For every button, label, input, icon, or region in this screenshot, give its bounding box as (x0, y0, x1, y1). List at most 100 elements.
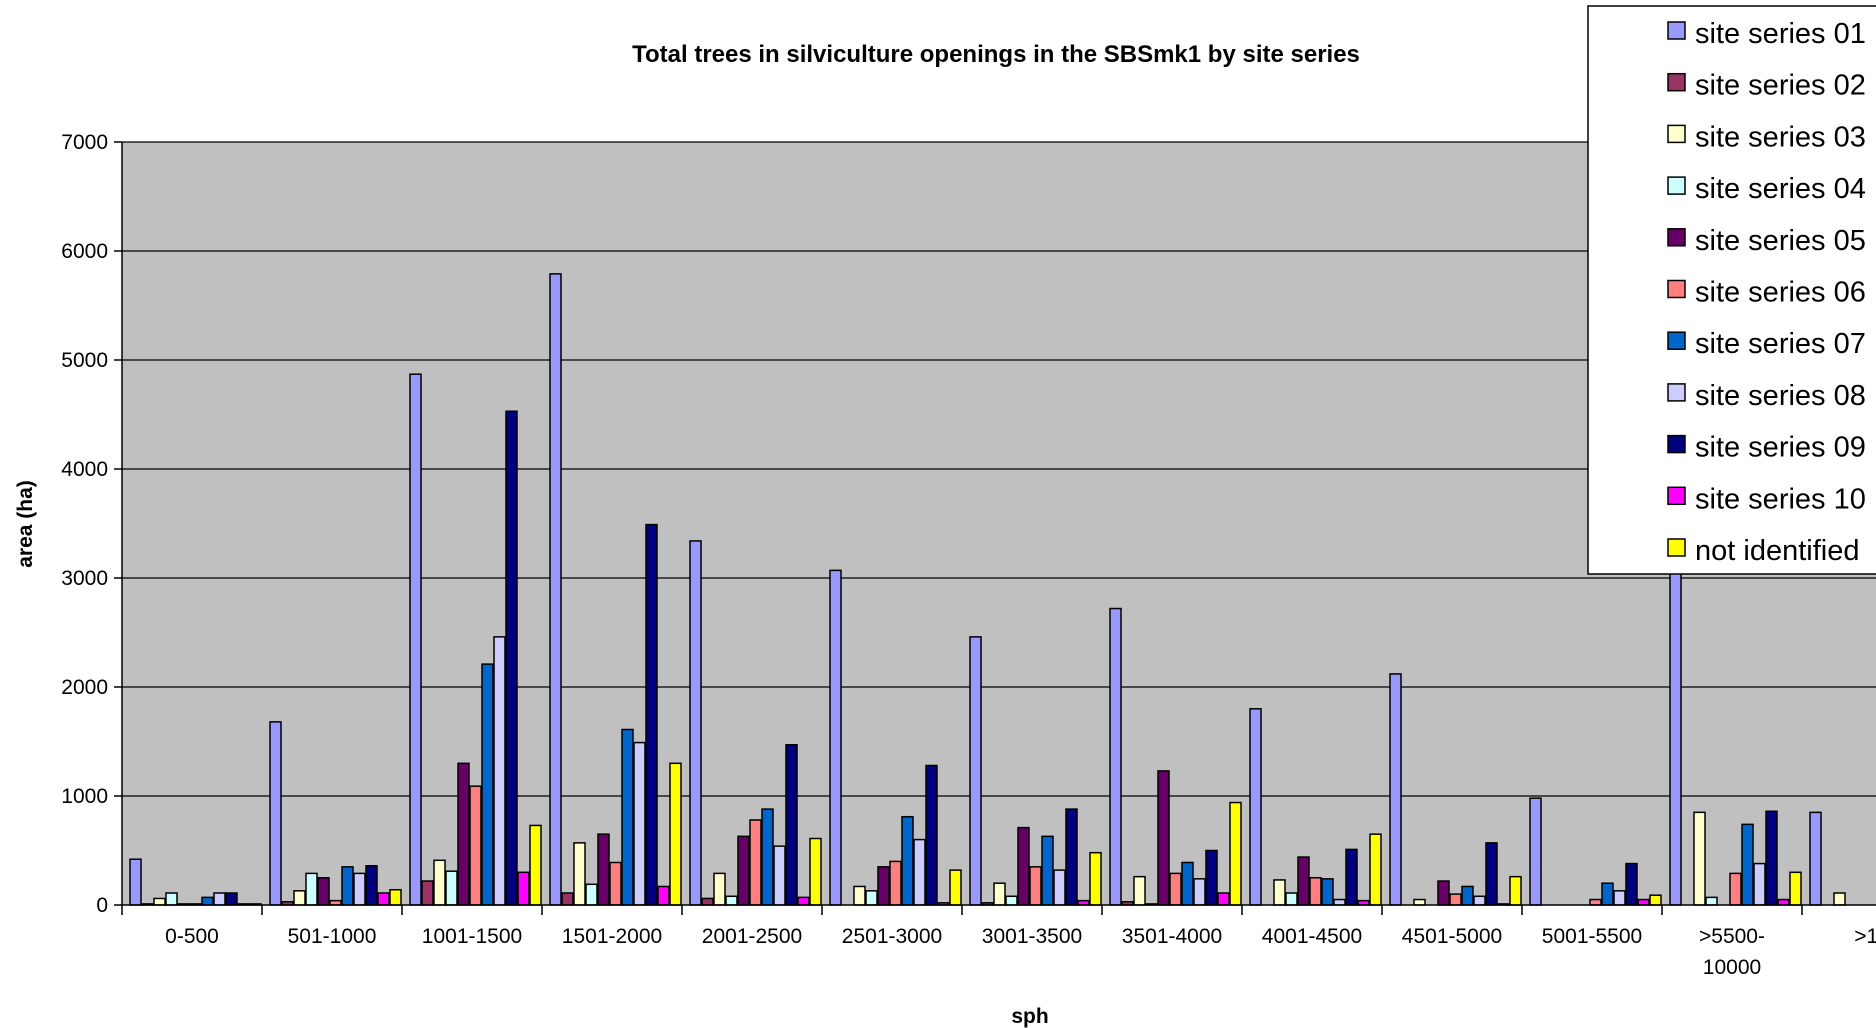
bar (1029, 866, 1042, 906)
legend-swatch (1667, 228, 1686, 247)
bar (913, 838, 926, 906)
bar (1369, 833, 1382, 906)
bar (213, 892, 226, 906)
bar (1217, 892, 1230, 906)
bar (153, 897, 166, 906)
bar (493, 636, 506, 906)
bar (1589, 898, 1602, 906)
x-axis-title: sph (1011, 1005, 1048, 1028)
bar (1309, 877, 1322, 906)
bar (1729, 872, 1742, 906)
bar (1625, 862, 1638, 906)
bar (1285, 892, 1298, 906)
bar (785, 744, 798, 906)
bar (1833, 892, 1846, 906)
x-tick-label: 0-500 (165, 925, 219, 948)
bar (1017, 826, 1030, 906)
x-axis-ticks: 0-500 501-1000 1001-1500 1501-2000 2001-2500… (165, 925, 1876, 979)
bar (1649, 894, 1662, 906)
bar (1065, 808, 1078, 906)
x-tick-label: 1501-2000 (562, 925, 662, 948)
y-tick-label: 5000 (61, 349, 108, 372)
y-tick-label: 2000 (61, 676, 108, 699)
bar (633, 741, 646, 906)
bar (877, 866, 890, 906)
chart-title: Total trees in silviculture openings in … (632, 41, 1360, 68)
legend-label: not identified (1695, 535, 1859, 567)
bar (1461, 885, 1474, 906)
bar (377, 892, 390, 906)
bar (809, 837, 822, 906)
legend-label: site series 04 (1695, 173, 1866, 205)
bar (1777, 898, 1790, 906)
bar (993, 882, 1006, 906)
bar (1181, 861, 1194, 906)
bar (457, 762, 470, 906)
bar (505, 410, 518, 906)
bar (225, 892, 238, 906)
x-tick-label: 5001-5500 (1542, 925, 1642, 948)
legend-swatch (1667, 486, 1686, 506)
bar (645, 523, 658, 906)
bar (1089, 851, 1102, 906)
bar (1333, 898, 1346, 906)
y-tick-label: 3000 (61, 567, 108, 590)
bar (529, 824, 542, 906)
bar (549, 273, 562, 906)
bar (901, 815, 914, 906)
bar (749, 819, 762, 906)
bar (433, 859, 446, 906)
x-tick-label: 4501-5000 (1402, 925, 1502, 948)
y-axis-title: area (ha) (14, 480, 37, 568)
y-axis-ticks: 0 1000 2000 3000 4000 5000 6000 7000 (61, 131, 122, 917)
x-tick-label: 501-1000 (288, 925, 377, 948)
bar (1473, 895, 1486, 906)
bar (1053, 869, 1066, 906)
x-tick-label: 3001-3500 (982, 925, 1082, 948)
bar (1413, 898, 1426, 906)
legend-label: site series 07 (1695, 328, 1866, 360)
bar (129, 858, 142, 906)
bar (597, 833, 610, 906)
bar (1693, 811, 1706, 906)
bar (1229, 801, 1242, 906)
legend-swatch (1667, 21, 1686, 40)
legend-box (1587, 5, 1876, 575)
bar (561, 892, 574, 906)
bar (317, 877, 330, 906)
axes (121, 142, 1876, 915)
bar (445, 870, 458, 906)
bar (517, 871, 530, 906)
bar (293, 890, 306, 906)
legend-items: site series 01 site series 02 site series … (1667, 18, 1866, 567)
bar (1321, 878, 1334, 906)
y-tick-label: 6000 (61, 240, 108, 263)
bar (1765, 810, 1778, 906)
bar (1205, 849, 1218, 906)
bar (165, 892, 178, 906)
legend-label: site series 05 (1695, 225, 1866, 257)
x-tick-label: >10 (1854, 925, 1876, 948)
x-tick-label: 4001-4500 (1262, 925, 1362, 948)
bar (1005, 895, 1018, 906)
x-tick-label: 2001-2500 (702, 925, 802, 948)
bar (701, 897, 714, 906)
bar (853, 885, 866, 906)
bars (129, 273, 1846, 906)
bar (1157, 770, 1170, 906)
bar (409, 373, 422, 906)
bar (1437, 880, 1450, 906)
bar (1529, 797, 1542, 906)
bar (353, 872, 366, 906)
bar (201, 896, 214, 906)
bar (737, 835, 750, 906)
legend-swatch (1667, 72, 1686, 92)
bar (573, 842, 586, 906)
bar (773, 845, 786, 906)
legend-label: site series 08 (1695, 380, 1866, 412)
bar (1273, 879, 1286, 906)
legend: site series 01 site series 02 site series … (1587, 5, 1876, 575)
bar (421, 880, 434, 906)
bar (305, 872, 318, 906)
bar (1389, 673, 1402, 906)
